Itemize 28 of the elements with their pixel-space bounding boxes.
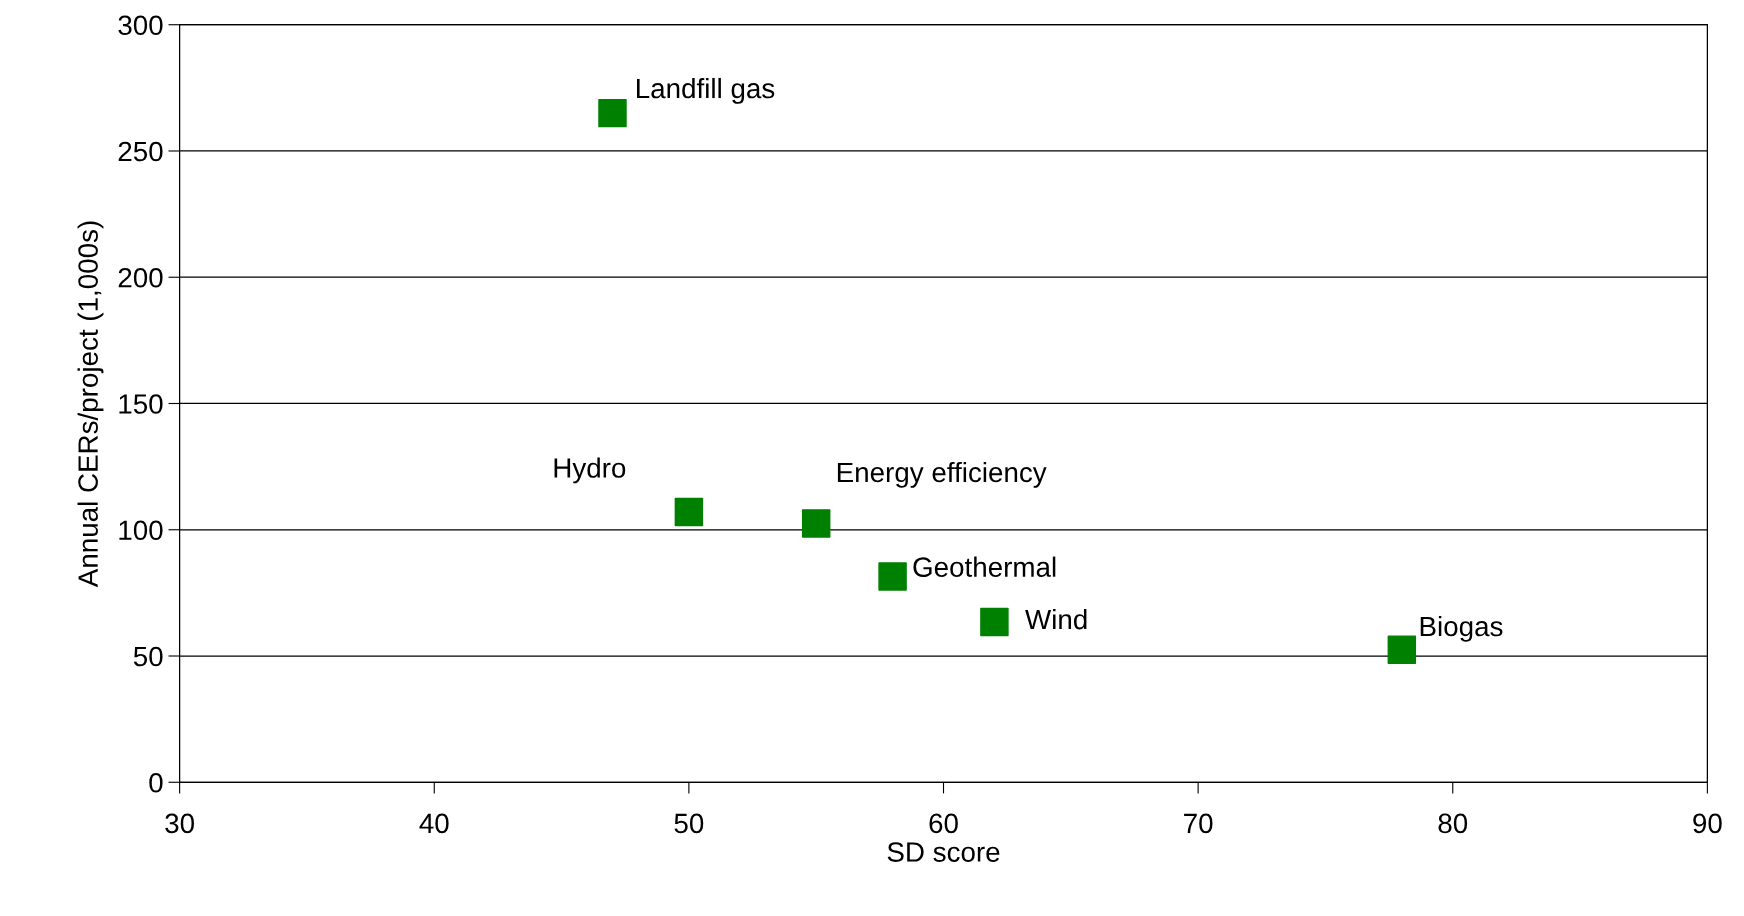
x-tick-label: 50 xyxy=(674,813,704,834)
y-tick-label: 150 xyxy=(119,394,163,414)
x-tick-label: 30 xyxy=(165,813,194,834)
point xyxy=(674,497,704,527)
annotation: Hydro xyxy=(554,457,626,484)
y-tick-label: 250 xyxy=(118,141,163,162)
x-tick-label: 60 xyxy=(929,813,958,834)
x-axis-title: SD score xyxy=(887,842,1000,862)
point xyxy=(801,509,831,538)
x-tick-label: 70 xyxy=(1184,813,1213,834)
y-axis-title: Annual CERs/project (1,000s) xyxy=(77,221,104,588)
y-tick-label: 0 xyxy=(149,772,163,793)
point xyxy=(980,607,1009,637)
x-tick-label: 80 xyxy=(1438,813,1468,834)
annotation: Energy efficiency xyxy=(837,461,1047,488)
x-tick-label: 40 xyxy=(419,813,449,834)
x-tick-label: 90 xyxy=(1693,813,1722,834)
y-tick-label: 100 xyxy=(119,520,163,541)
annotation: Geothermal xyxy=(913,556,1056,577)
annotation: Wind xyxy=(1025,608,1087,630)
point xyxy=(1387,635,1417,664)
y-tick-label: 200 xyxy=(118,267,163,288)
annotation: Biogas xyxy=(1420,615,1503,642)
point xyxy=(598,98,627,128)
y-tick-label: 50 xyxy=(133,646,163,667)
y-tick-label: 300 xyxy=(118,15,163,36)
point xyxy=(878,562,907,591)
annotation: Landfill gas xyxy=(636,77,775,104)
